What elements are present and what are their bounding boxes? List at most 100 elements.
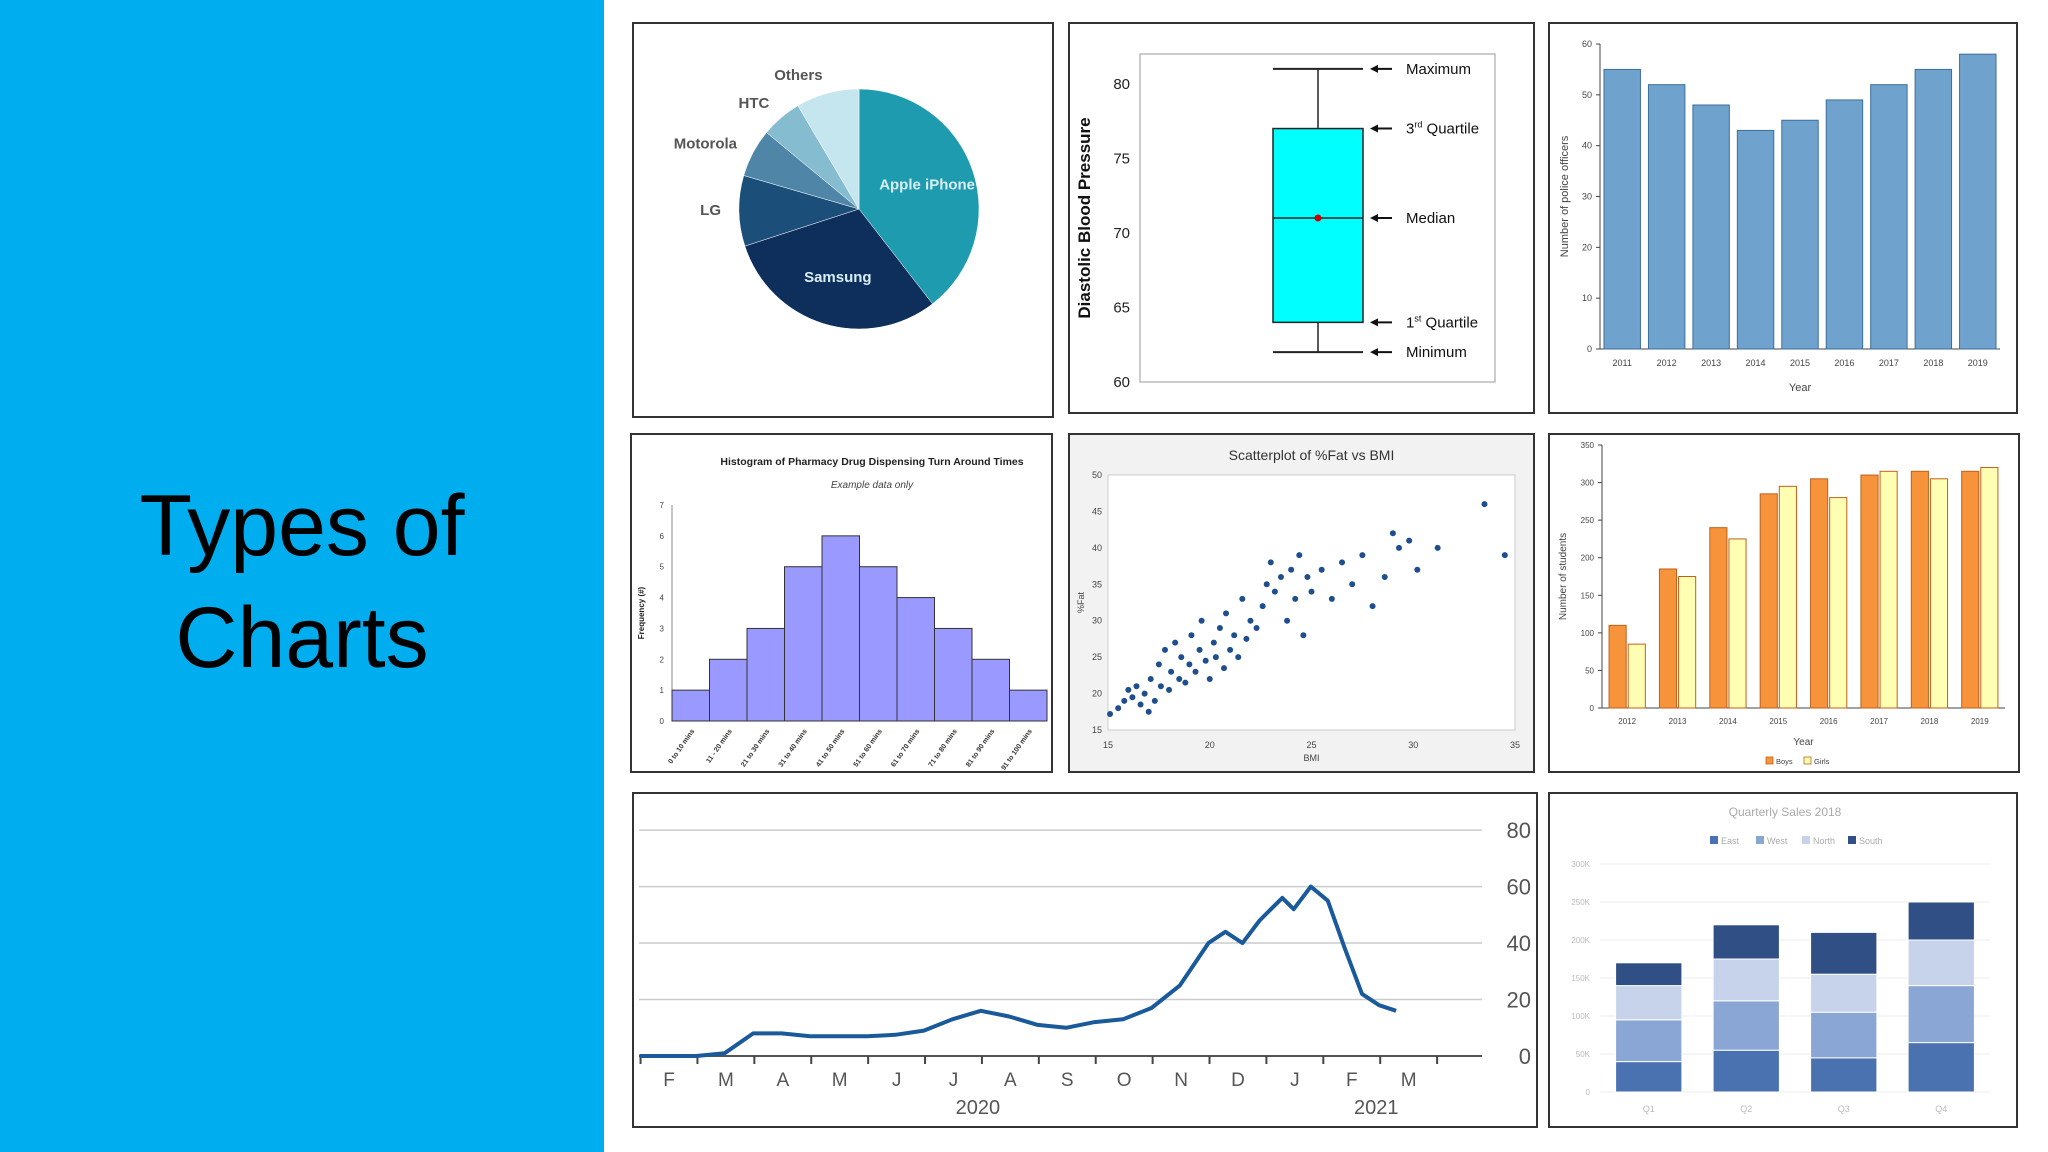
scatter-point [1220,665,1227,672]
histogram-bar [821,535,860,722]
y-tick-label: 6 [660,532,665,541]
pie-slice [744,208,933,330]
y-tick-label: 50 [1582,90,1592,100]
bar [1692,104,1730,350]
q3-annotation: 3rd Quartile [1406,120,1479,138]
bar-chart: 0 10 20 30 40 50 60 2011 2012 2013 2014 2015 2016 201… [1559,39,2000,394]
stacked-bar-panel: Quarterly Sales 2018 East West North South 0 5… [1548,792,2018,1128]
y-tick-label: 30 [1582,192,1592,202]
maximum-annotation: Maximum [1406,61,1471,78]
title-sidebar: Types of Charts [0,0,604,1152]
legend-label: Boys [1776,757,1793,766]
scatter-point [1192,668,1199,675]
y-tick-label: 40 [1582,141,1592,151]
y-tick-label: 200K [1571,936,1590,945]
pie-slice [858,88,980,305]
stacked-segment-south [1712,924,1780,960]
stacked-segment-east [1712,1049,1780,1093]
minimum-annotation: Minimum [1406,344,1467,361]
x-tick-label: Q3 [1838,1104,1850,1114]
x-tick-label: 2015 [1790,358,1810,368]
scatter-point [1129,694,1136,701]
legend-label: West [1767,836,1788,846]
month-label: O [1117,1070,1132,1091]
q1-annotation: 1st Quartile [1406,313,1478,331]
scatter-point [1188,632,1195,639]
histogram-bar [896,597,935,722]
year-label: 2020 [956,1097,1001,1119]
histogram-bar [671,689,710,722]
x-tick-label: 71 to 80 mins [928,728,959,768]
scatter-point [1369,603,1376,610]
scatter-point [1172,639,1179,646]
legend-label: South [1859,836,1883,846]
scatter-point [1389,530,1396,537]
scatter-point [1277,574,1284,580]
y-axis-label: Number of police officers [1559,135,1571,257]
plot-area [1107,474,1516,731]
x-tick-label: 91 to 100 mins [1000,728,1033,772]
y-tick-label: 80 [1507,818,1531,843]
y-tick-label: 250 [1581,516,1595,525]
x-tick-label: 51 to 60 mins [853,728,884,768]
pie-label: LG [700,202,721,219]
y-tick-label: 60 [1507,875,1531,900]
histogram-bar [709,658,748,722]
y-tick-label: 350 [1581,441,1595,450]
chart-title: Scatterplot of %Fat vs BMI [1229,447,1395,463]
x-axis-label: Year [1789,382,1812,394]
scatter-point [1381,574,1388,580]
y-tick-label: 60 [1582,39,1592,49]
x-tick-label: 2015 [1769,717,1787,726]
y-tick-label: 5 [660,563,665,572]
legend-swatch [1803,756,1812,765]
year-label: 2021 [1354,1097,1399,1119]
x-tick-label: 2018 [1923,358,1943,368]
y-tick-label: 70 [1113,225,1130,242]
bar-boys [1759,493,1778,709]
scatter-point [1349,581,1356,588]
scatter-point [1216,625,1223,631]
month-label: F [1346,1070,1358,1091]
bar-girls [1778,485,1797,709]
histogram-bar [859,566,898,722]
y-tick-label: 50K [1576,1050,1591,1059]
box-plot-panel: 60 65 70 75 80 Diastolic Blood Pressure Maximu… [1068,22,1535,414]
x-tick-label: 2019 [1968,358,1988,368]
scatter-point [1328,595,1335,602]
annotation-arrow-head [1370,348,1378,357]
scatter-point [1339,559,1346,566]
chart-title: Quarterly Sales 2018 [1729,805,1842,819]
scatter-point [1182,679,1189,686]
pie-label: Apple iPhone [879,177,975,194]
stacked-segment-east [1810,1057,1878,1093]
scatter-point [1157,683,1164,690]
x-tick-label: Q1 [1643,1104,1655,1114]
legend-swatch [1848,836,1856,844]
y-tick-label: 10 [1582,293,1592,303]
stacked-segment-south [1810,931,1878,975]
stacked-segment-north [1712,958,1780,1002]
month-label: J [892,1070,902,1091]
y-tick-label: 60 [1113,374,1130,391]
scatter-point [1176,676,1183,682]
legend-label: North [1813,836,1835,846]
y-axis-label: Frequency (#) [637,586,646,639]
y-tick-label: 65 [1113,299,1130,316]
x-tick-label: 2011 [1613,358,1632,368]
legend-swatch [1710,836,1718,844]
y-tick-label: 0 [1590,704,1595,713]
y-tick-label: 30 [1092,616,1102,626]
bar-girls [1678,576,1697,709]
scatter-point [1434,544,1441,551]
chart-title: Histogram of Pharmacy Drug Dispensing Tu… [720,456,1023,468]
chart-subtitle: Example data only [831,480,914,491]
pie-chart-panel: Apple iPhone Samsung LG Motorola HTC Others [632,22,1054,418]
legend-swatch [1802,836,1810,844]
scatter-point [1151,697,1158,704]
scatter-point [1141,690,1148,697]
stacked-segment-north [1810,973,1878,1013]
scatter-point [1414,566,1421,573]
month-label: M [1401,1070,1417,1091]
